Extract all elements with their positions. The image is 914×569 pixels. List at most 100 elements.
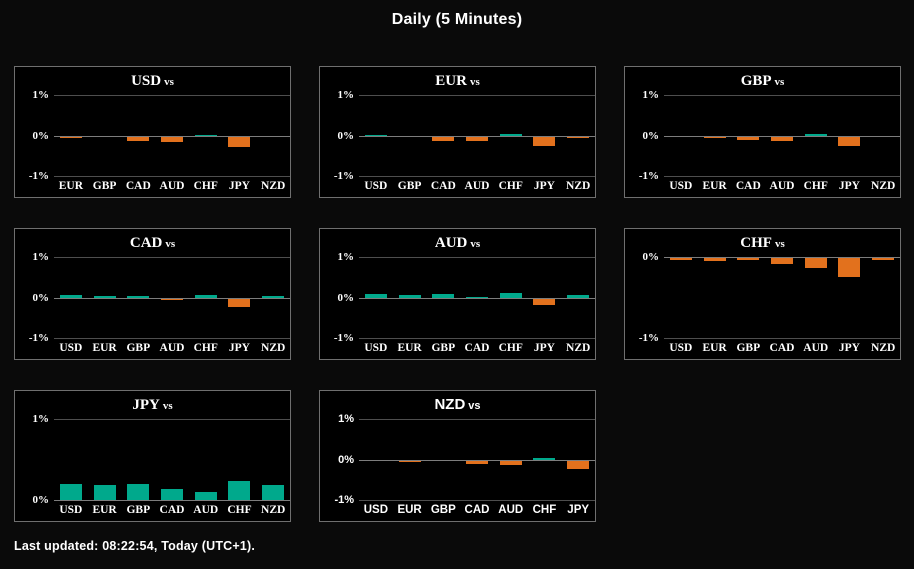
gridline-1pct xyxy=(359,257,595,258)
y-tick-label: 1% xyxy=(642,89,660,101)
x-tick-label-chf: CHF xyxy=(532,504,557,516)
y-tick-label: 0% xyxy=(642,130,660,142)
chart-title-code: AUD xyxy=(434,235,468,251)
chart-title: GBP vs xyxy=(625,72,900,90)
bar-gbp-vs-jpy xyxy=(838,137,860,146)
bar-jpy-vs-nzd xyxy=(262,485,284,500)
gridline-0pct xyxy=(359,298,595,299)
x-tick-label-gbp: GBP xyxy=(92,180,117,192)
gridline-0pct xyxy=(54,136,290,137)
y-tick-label: 1% xyxy=(32,413,50,425)
x-tick-label-eur: EUR xyxy=(702,342,727,354)
x-tick-label-jpy: JPY xyxy=(533,180,555,192)
chart-plot-area: 1% 0% xyxy=(15,391,290,521)
x-tick-label-nzd: NZD xyxy=(261,504,286,516)
y-tick-label: 1% xyxy=(32,251,50,263)
bar-aud-vs-nzd xyxy=(567,295,589,298)
gridline-1pct xyxy=(359,95,595,96)
gridline-1pct xyxy=(54,419,290,420)
chart-title-code: EUR xyxy=(435,73,467,89)
bar-jpy-vs-usd xyxy=(60,484,82,500)
x-tick-label-jpy: JPY xyxy=(838,180,860,192)
x-tick-label-usd: USD xyxy=(669,342,693,354)
x-axis-labels: USD EUR CAD AUD CHF JPY NZD xyxy=(664,180,900,197)
bar-cad-vs-chf xyxy=(195,295,217,298)
x-axis-labels: USD EUR GBP AUD CHF JPY NZD xyxy=(54,342,290,359)
x-tick-label-jpy: JPY xyxy=(838,342,860,354)
bar-nzd-vs-eur xyxy=(399,461,421,462)
x-tick-label-jpy: JPY xyxy=(567,504,590,516)
chart-plot-area: 1% 0% -1% xyxy=(320,67,595,197)
x-tick-label-usd: USD xyxy=(669,180,693,192)
y-tick-label: -1% xyxy=(334,494,354,506)
chart-title: EUR vs xyxy=(320,72,595,90)
chart-title: JPY vs xyxy=(15,396,290,414)
chart-title-vs: vs xyxy=(774,238,785,250)
y-tick-label: -1% xyxy=(638,332,659,344)
bar-aud-vs-chf xyxy=(500,293,522,298)
x-axis-labels: USD EUR GBP CAD AUD CHF JPY xyxy=(359,504,595,521)
x-tick-label-nzd: NZD xyxy=(261,342,286,354)
bar-aud-vs-cad xyxy=(466,297,488,298)
y-tick-label: 1% xyxy=(337,89,355,101)
x-tick-label-usd: USD xyxy=(59,504,83,516)
x-tick-label-cad: CAD xyxy=(464,504,490,516)
chart-title-vs: vs xyxy=(774,76,785,88)
x-axis-labels: EUR GBP CAD AUD CHF JPY NZD xyxy=(54,180,290,197)
chart-title-vs: vs xyxy=(470,238,481,250)
y-tick-label: 0% xyxy=(338,454,354,466)
chart-title: AUD vs xyxy=(320,234,595,252)
bar-gbp-vs-cad xyxy=(737,137,759,140)
x-tick-label-cad: CAD xyxy=(125,180,151,192)
x-tick-label-nzd: NZD xyxy=(871,180,896,192)
bar-chf-vs-gbp xyxy=(737,258,759,260)
bar-eur-vs-cad xyxy=(432,137,454,141)
bar-jpy-vs-aud xyxy=(195,492,217,500)
y-tick-label: -1% xyxy=(333,332,354,344)
gridline-0pct xyxy=(54,500,290,501)
bar-eur-vs-usd xyxy=(365,135,387,136)
bar-gbp-vs-aud xyxy=(771,137,793,141)
x-tick-label-cad: CAD xyxy=(769,342,795,354)
bar-chf-vs-eur xyxy=(704,258,726,261)
bar-chf-vs-cad xyxy=(771,258,793,264)
gridline-0pct xyxy=(54,298,290,299)
x-tick-label-chf: CHF xyxy=(498,342,523,354)
x-tick-label-chf: CHF xyxy=(803,180,828,192)
x-tick-label-usd: USD xyxy=(59,342,83,354)
x-tick-label-usd: USD xyxy=(364,180,388,192)
x-tick-label-aud: AUD xyxy=(803,342,829,354)
bar-gbp-vs-chf xyxy=(805,134,827,136)
y-tick-label: 0% xyxy=(32,292,50,304)
x-tick-label-gbp: GBP xyxy=(430,504,456,516)
gridline-1pct xyxy=(359,419,595,420)
gridline-1pct xyxy=(54,95,290,96)
x-tick-label-aud: AUD xyxy=(159,342,185,354)
y-tick-label: 1% xyxy=(32,89,50,101)
x-tick-label-nzd: NZD xyxy=(566,342,591,354)
x-tick-label-eur: EUR xyxy=(92,504,117,516)
x-tick-label-nzd: NZD xyxy=(261,180,286,192)
chart-title: USD vs xyxy=(15,72,290,90)
chart-plot-area: 1% 0% -1% xyxy=(320,229,595,359)
y-tick-label: -1% xyxy=(28,332,49,344)
bar-aud-vs-jpy xyxy=(533,299,555,305)
y-tick-label: 1% xyxy=(338,413,354,425)
chart-panel-aud: AUD vs 1% 0% -1% USD EUR GBP CAD CHF JPY NZD xyxy=(319,228,596,360)
bar-aud-vs-gbp xyxy=(432,294,454,298)
x-tick-label-gbp: GBP xyxy=(431,342,456,354)
chart-title-code: CAD xyxy=(129,235,163,251)
x-tick-label-chf: CHF xyxy=(227,504,252,516)
chart-plot-area: 1% 0% -1% xyxy=(625,67,900,197)
gridline--1pct xyxy=(54,338,290,339)
x-tick-label-aud: AUD xyxy=(464,180,490,192)
x-tick-label-eur: EUR xyxy=(92,342,117,354)
x-tick-label-gbp: GBP xyxy=(126,504,151,516)
bar-jpy-vs-gbp xyxy=(127,484,149,500)
x-tick-label-nzd: NZD xyxy=(566,180,591,192)
y-tick-label: 0% xyxy=(32,130,50,142)
last-updated-status: Last updated: 08:22:54, Today (UTC+1). xyxy=(14,539,256,553)
bar-nzd-vs-chf xyxy=(533,458,555,460)
bar-cad-vs-usd xyxy=(60,295,82,298)
gridline--1pct xyxy=(664,176,900,177)
